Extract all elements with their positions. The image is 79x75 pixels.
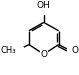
Text: O: O	[40, 50, 47, 59]
Text: CH₃: CH₃	[1, 46, 16, 55]
Text: OH: OH	[37, 1, 51, 10]
Polygon shape	[39, 6, 49, 14]
Polygon shape	[67, 48, 74, 54]
Text: O: O	[71, 46, 78, 55]
Polygon shape	[10, 47, 23, 54]
Polygon shape	[40, 51, 47, 57]
